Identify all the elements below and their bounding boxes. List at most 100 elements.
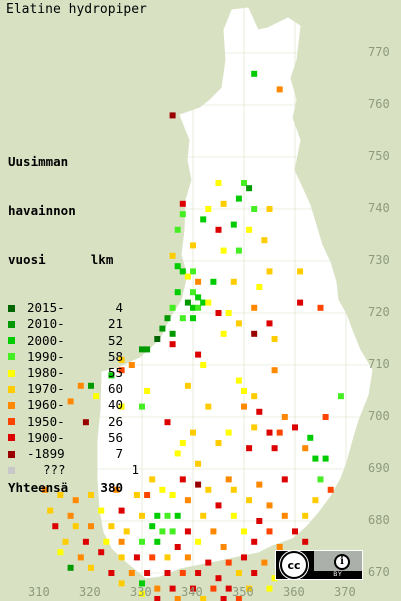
occurrence-marker	[200, 216, 207, 223]
occurrence-marker	[246, 445, 253, 452]
occurrence-marker	[281, 414, 288, 420]
occurrence-marker	[200, 512, 207, 519]
occurrence-marker	[179, 476, 186, 483]
occurrence-marker	[108, 372, 115, 379]
legend-total: Yhteensä 380	[8, 480, 139, 496]
license-badge[interactable]: cc i BY	[275, 550, 363, 580]
legend-count: 58	[107, 348, 123, 364]
occurrence-marker	[200, 362, 207, 368]
occurrence-marker	[169, 492, 176, 498]
legend-header-line: vuosi lkm	[8, 251, 114, 267]
occurrence-marker	[220, 596, 227, 601]
occurrence-marker	[215, 575, 222, 582]
occurrence-marker	[271, 336, 278, 342]
occurrence-marker	[190, 268, 196, 275]
occurrence-marker	[215, 310, 222, 316]
occurrence-marker	[144, 346, 151, 353]
legend-label: 2015-	[27, 300, 65, 316]
legend-row: 1970- 60	[8, 381, 139, 397]
occurrence-marker	[220, 247, 227, 254]
easting-tick-label: 340	[181, 585, 203, 599]
occurrence-marker	[251, 304, 258, 311]
northing-tick-label: 730	[368, 253, 390, 267]
legend-swatch	[8, 321, 15, 329]
occurrence-marker	[195, 304, 202, 311]
occurrence-marker	[93, 393, 100, 400]
occurrence-marker	[215, 226, 222, 233]
northing-tick-label: 750	[368, 149, 390, 163]
legend-count: 26	[107, 413, 123, 429]
occurrence-marker	[174, 544, 181, 550]
legend-total-label: Yhteensä	[8, 480, 69, 496]
occurrence-marker	[169, 304, 176, 311]
occurrence-marker	[128, 570, 135, 576]
legend-label: 2000-	[27, 332, 65, 348]
occurrence-marker	[251, 330, 258, 337]
occurrence-marker	[159, 325, 166, 332]
attribution-panel: i BY	[314, 551, 362, 579]
occurrence-marker	[210, 585, 217, 592]
occurrence-marker	[118, 580, 125, 587]
occurrence-marker	[169, 330, 176, 337]
easting-tick-label: 330	[130, 585, 152, 599]
occurrence-marker	[266, 268, 273, 275]
occurrence-marker	[154, 538, 161, 545]
occurrence-marker	[169, 341, 176, 348]
occurrence-marker	[307, 434, 314, 441]
occurrence-marker	[184, 497, 191, 504]
occurrence-marker	[220, 330, 227, 337]
occurrence-marker	[184, 554, 191, 561]
legend-count: 1	[131, 462, 139, 478]
occurrence-marker	[312, 497, 319, 504]
legend-row: 1900- 56	[8, 430, 139, 446]
occurrence-marker	[174, 289, 181, 296]
occurrence-marker	[164, 315, 171, 322]
northing-tick-label: 770	[368, 45, 390, 59]
occurrence-marker	[52, 523, 59, 530]
occurrence-marker	[118, 403, 125, 410]
legend-swatch	[8, 450, 15, 458]
occurrence-marker	[317, 304, 324, 311]
easting-tick-label: 370	[334, 585, 356, 599]
occurrence-marker	[271, 367, 278, 374]
occurrence-marker	[88, 382, 94, 389]
occurrence-marker	[205, 486, 212, 493]
occurrence-marker	[256, 408, 263, 415]
occurrence-marker	[174, 596, 181, 601]
occurrence-marker	[251, 424, 258, 431]
northing-tick-label: 670	[368, 565, 390, 579]
legend-count: 40	[107, 397, 123, 413]
occurrence-marker	[42, 486, 49, 493]
occurrence-marker	[220, 200, 227, 207]
legend-label: 1950-	[27, 413, 65, 429]
legend-label: 1970-	[27, 381, 65, 397]
occurrence-marker	[225, 476, 232, 483]
legend-label: ???	[43, 462, 66, 478]
occurrence-marker	[235, 247, 242, 254]
occurrence-marker	[210, 528, 217, 535]
occurrence-marker	[67, 564, 74, 571]
legend-row: 2000- 52	[8, 333, 139, 349]
occurrence-marker	[164, 512, 171, 519]
legend-row: 1960- 40	[8, 397, 139, 413]
occurrence-marker	[230, 278, 237, 285]
occurrence-marker	[302, 512, 309, 519]
occurrence-marker	[276, 429, 283, 436]
occurrence-marker	[190, 242, 196, 249]
occurrence-marker	[118, 356, 125, 363]
occurrence-marker	[139, 580, 145, 587]
occurrence-marker	[108, 570, 115, 576]
occurrence-marker	[266, 429, 273, 436]
occurrence-marker	[195, 351, 202, 358]
occurrence-marker	[179, 315, 186, 322]
occurrence-marker	[82, 419, 89, 426]
occurrence-marker	[235, 596, 242, 601]
occurrence-marker	[82, 538, 89, 545]
legend-row: ??? 1	[8, 462, 139, 478]
legend-label: 2010-	[27, 316, 65, 332]
legend-header: Uusimman havainnon vuosi lkm	[8, 122, 139, 300]
occurrence-marker	[266, 528, 273, 535]
occurrence-marker	[77, 554, 84, 561]
occurrence-markers	[42, 70, 344, 601]
occurrence-marker	[205, 206, 212, 212]
